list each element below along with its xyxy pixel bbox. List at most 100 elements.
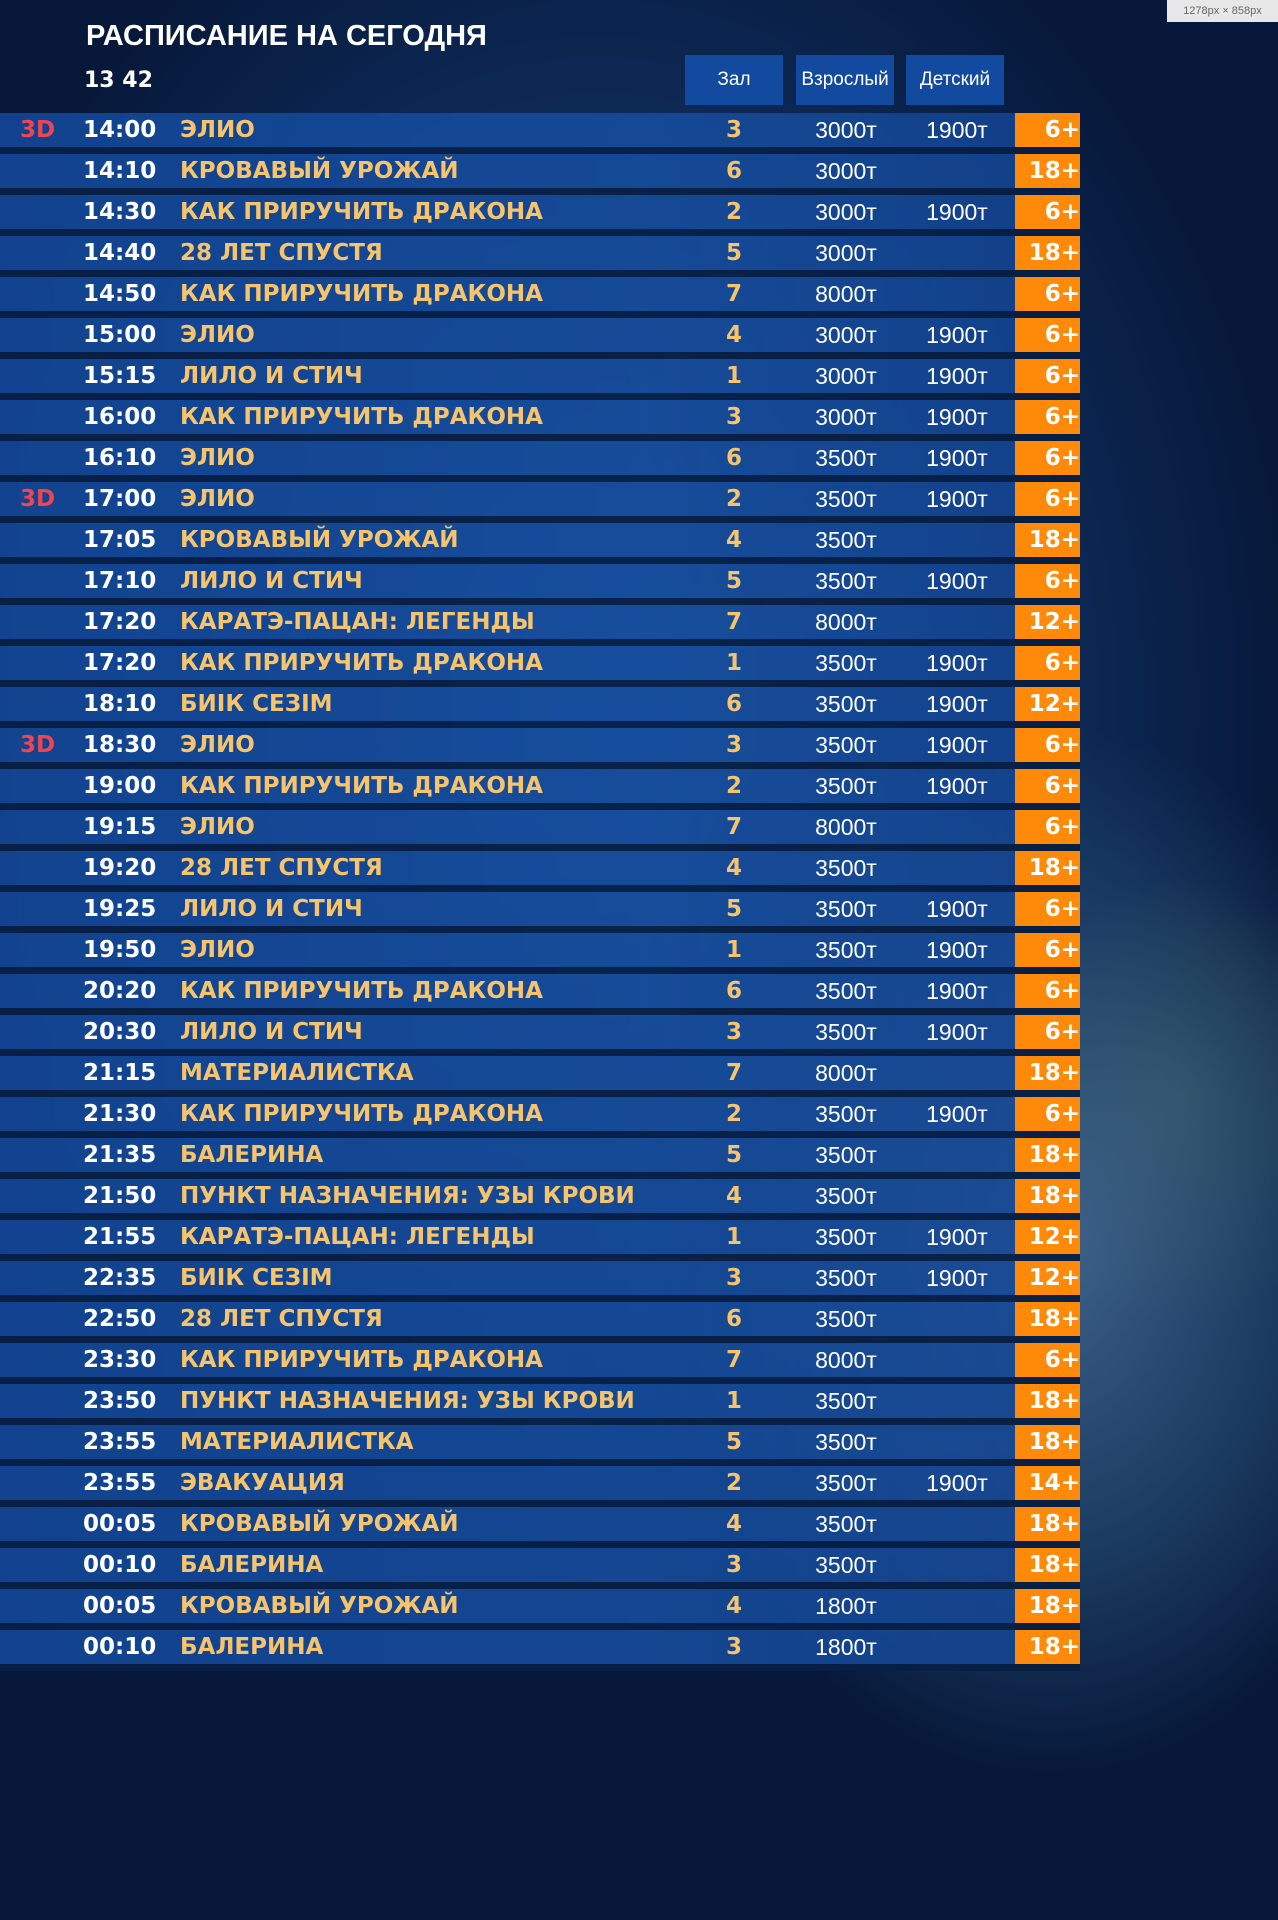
show-time: 23:55 <box>83 1470 157 1496</box>
hall-number: 4 <box>725 322 742 348</box>
film-title: ЛИЛО И СТИЧ <box>180 1019 363 1045</box>
child-price: 1900т <box>926 978 988 1004</box>
schedule-row: 14:30 КАК ПРИРУЧИТЬ ДРАКОНА 2 3000т 1900т 6+ <box>0 195 1080 236</box>
adult-price: 3500т <box>815 1265 877 1291</box>
film-title: ЭЛИО <box>180 322 255 348</box>
age-rating: 18+ <box>1015 1630 1080 1664</box>
film-title: КАК ПРИРУЧИТЬ ДРАКОНА <box>180 199 543 225</box>
film-title: КАК ПРИРУЧИТЬ ДРАКОНА <box>180 281 543 307</box>
hall-number: 3 <box>725 404 742 430</box>
schedule-row: 00:05 КРОВАВЫЙ УРОЖАЙ 4 1800т 18+ <box>0 1589 1080 1630</box>
age-rating: 12+ <box>1015 687 1080 721</box>
adult-price: 3500т <box>815 732 877 758</box>
hall-number: 2 <box>725 199 742 225</box>
adult-price: 3500т <box>815 1511 877 1537</box>
hall-number: 6 <box>725 445 742 471</box>
film-title: КАК ПРИРУЧИТЬ ДРАКОНА <box>180 773 543 799</box>
child-price: 1900т <box>926 568 988 594</box>
hall-number: 6 <box>725 158 742 184</box>
adult-price: 3500т <box>815 691 877 717</box>
adult-price: 3000т <box>815 322 877 348</box>
schedule-row: 22:35 БИІК СЕЗІМ 3 3500т 1900т 12+ <box>0 1261 1080 1302</box>
film-title: МАТЕРИАЛИСТКА <box>180 1429 414 1455</box>
schedule-row: 20:30 ЛИЛО И СТИЧ 3 3500т 1900т 6+ <box>0 1015 1080 1056</box>
age-rating: 12+ <box>1015 1261 1080 1295</box>
child-price: 1900т <box>926 732 988 758</box>
child-price: 1900т <box>926 445 988 471</box>
film-title: ЭЛИО <box>180 732 255 758</box>
film-title: БАЛЕРИНА <box>180 1634 324 1660</box>
show-time: 14:10 <box>83 158 157 184</box>
clock: 13 42 <box>84 68 153 93</box>
show-time: 19:50 <box>83 937 157 963</box>
film-title: КАК ПРИРУЧИТЬ ДРАКОНА <box>180 650 543 676</box>
child-price: 1900т <box>926 1265 988 1291</box>
age-rating: 6+ <box>1015 646 1080 680</box>
schedule-row: 19:25 ЛИЛО И СТИЧ 5 3500т 1900т 6+ <box>0 892 1080 933</box>
show-time: 19:25 <box>83 896 157 922</box>
age-rating: 6+ <box>1015 769 1080 803</box>
film-title: 28 ЛЕТ СПУСТЯ <box>180 240 383 266</box>
age-rating: 18+ <box>1015 851 1080 885</box>
hall-number: 1 <box>725 650 742 676</box>
age-rating: 6+ <box>1015 892 1080 926</box>
film-title: ЭЛИО <box>180 937 255 963</box>
show-time: 23:55 <box>83 1429 157 1455</box>
film-title: ЭЛИО <box>180 814 255 840</box>
show-time: 16:10 <box>83 445 157 471</box>
adult-price: 1800т <box>815 1593 877 1619</box>
age-rating: 6+ <box>1015 441 1080 475</box>
film-title: БАЛЕРИНА <box>180 1142 324 1168</box>
age-rating: 18+ <box>1015 1507 1080 1541</box>
hall-number: 3 <box>725 1634 742 1660</box>
age-rating: 6+ <box>1015 1343 1080 1377</box>
child-price: 1900т <box>926 650 988 676</box>
adult-price: 3500т <box>815 855 877 881</box>
show-time: 21:15 <box>83 1060 157 1086</box>
adult-price: 3500т <box>815 1019 877 1045</box>
schedule-row: 17:20 КАРАТЭ-ПАЦАН: ЛЕГЕНДЫ 7 8000т 12+ <box>0 605 1080 646</box>
show-time: 14:50 <box>83 281 157 307</box>
hall-number: 4 <box>725 527 742 553</box>
show-time: 15:15 <box>83 363 157 389</box>
schedule-row: 21:50 ПУНКТ НАЗНАЧЕНИЯ: УЗЫ КРОВИ 4 3500т 18… <box>0 1179 1080 1220</box>
show-time: 17:10 <box>83 568 157 594</box>
schedule-row: 3D 18:30 ЭЛИО 3 3500т 1900т 6+ <box>0 728 1080 769</box>
show-time: 18:30 <box>83 732 157 758</box>
adult-price: 3500т <box>815 527 877 553</box>
age-rating: 12+ <box>1015 1220 1080 1254</box>
adult-price: 8000т <box>815 281 877 307</box>
adult-price: 1800т <box>815 1634 877 1660</box>
hall-number: 6 <box>725 691 742 717</box>
hall-number: 2 <box>725 1101 742 1127</box>
adult-price: 3000т <box>815 404 877 430</box>
age-rating: 6+ <box>1015 933 1080 967</box>
show-time: 15:00 <box>83 322 157 348</box>
hall-number: 3 <box>725 1265 742 1291</box>
film-title: КРОВАВЫЙ УРОЖАЙ <box>180 1593 459 1619</box>
age-rating: 14+ <box>1015 1466 1080 1500</box>
film-title: ЛИЛО И СТИЧ <box>180 896 363 922</box>
schedule-row: 23:50 ПУНКТ НАЗНАЧЕНИЯ: УЗЫ КРОВИ 1 3500т 18… <box>0 1384 1080 1425</box>
age-rating: 18+ <box>1015 1548 1080 1582</box>
film-title: ЭЛИО <box>180 117 255 143</box>
age-rating: 6+ <box>1015 113 1080 147</box>
hall-number: 4 <box>725 1183 742 1209</box>
schedule-row: 15:15 ЛИЛО И СТИЧ 1 3000т 1900т 6+ <box>0 359 1080 400</box>
adult-price: 3000т <box>815 117 877 143</box>
schedule-row: 23:55 ЭВАКУАЦИЯ 2 3500т 1900т 14+ <box>0 1466 1080 1507</box>
child-price: 1900т <box>926 896 988 922</box>
show-time: 00:05 <box>83 1593 157 1619</box>
age-rating: 18+ <box>1015 1179 1080 1213</box>
adult-price: 8000т <box>815 1060 877 1086</box>
schedule-row: 18:10 БИІК СЕЗІМ 6 3500т 1900т 12+ <box>0 687 1080 728</box>
adult-price: 3000т <box>815 240 877 266</box>
show-time: 17:20 <box>83 609 157 635</box>
child-price: 1900т <box>926 773 988 799</box>
adult-price: 3500т <box>815 1101 877 1127</box>
schedule-row: 15:00 ЭЛИО 4 3000т 1900т 6+ <box>0 318 1080 359</box>
hall-number: 2 <box>725 773 742 799</box>
adult-price: 8000т <box>815 1347 877 1373</box>
schedule-row: 22:50 28 ЛЕТ СПУСТЯ 6 3500т 18+ <box>0 1302 1080 1343</box>
hall-number: 4 <box>725 1593 742 1619</box>
